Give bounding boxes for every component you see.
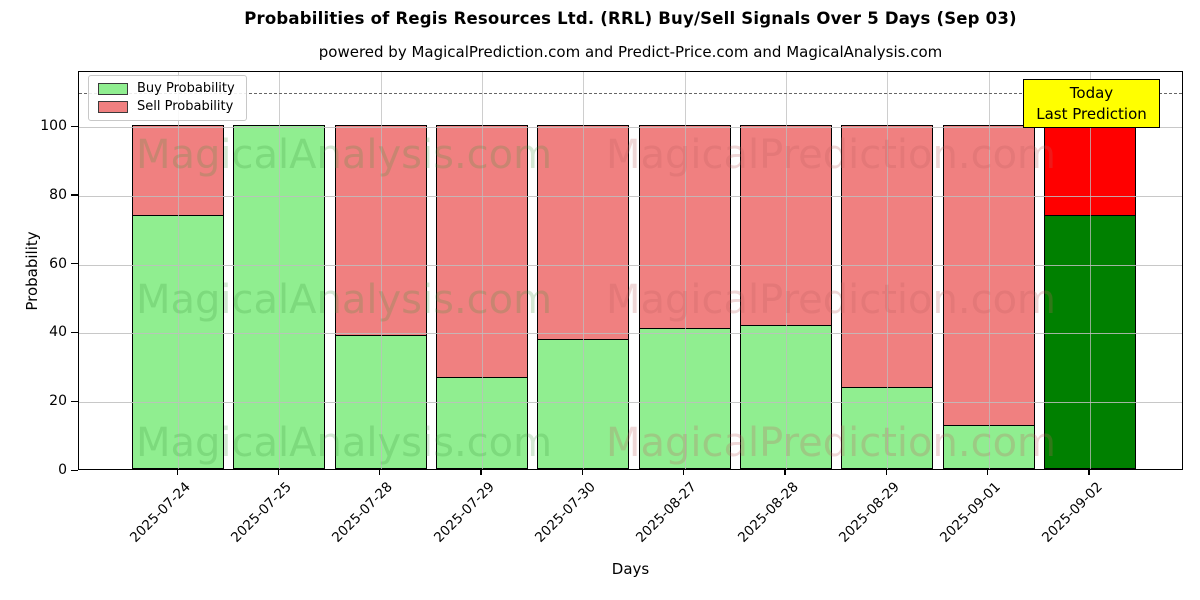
- y-tick-label: 100: [40, 118, 67, 135]
- x-tick-label: 2025-09-02: [1038, 479, 1106, 546]
- watermark-magicalanalysis: MagicalAnalysis.com: [136, 132, 553, 178]
- horizontal-gridline: [79, 195, 1182, 197]
- x-tick-label: 2025-07-25: [227, 479, 295, 546]
- vertical-gridline: [785, 72, 787, 469]
- grid-layer: [79, 72, 1182, 469]
- buy-bar-segment: [334, 334, 427, 469]
- threshold-dashed-line: [79, 92, 1182, 94]
- sell-bar-segment: [841, 125, 934, 388]
- horizontal-gridline: [79, 264, 1182, 266]
- buy-bar-segment: [537, 338, 630, 469]
- legend-entry: Sell Probability: [98, 100, 235, 113]
- x-tick-mark: [581, 470, 584, 475]
- legend-label: Buy Probability: [137, 81, 235, 96]
- x-tick-mark: [1088, 470, 1090, 475]
- today-buy-bar-segment: [1043, 214, 1136, 469]
- vertical-gridline: [988, 72, 990, 469]
- sell-bar-segment: [334, 125, 427, 337]
- y-tick-mark: [71, 194, 78, 196]
- buy-bar-segment: [942, 424, 1035, 469]
- buy-bar-segment: [841, 386, 934, 469]
- x-tick-mark: [480, 470, 482, 475]
- x-tick-mark: [683, 470, 685, 475]
- sell-bar-segment: [739, 125, 832, 327]
- vertical-gridline: [279, 72, 281, 469]
- watermark-magicalprediction: MagicalPrediction.com: [606, 132, 1056, 178]
- x-tick-label: 2025-09-01: [937, 479, 1004, 546]
- legend: Buy Probability Sell Probability: [88, 75, 247, 121]
- sell-bar-segment: [537, 125, 630, 340]
- y-axis-title: Probability: [23, 231, 41, 311]
- x-tick-label: 2025-08-29: [835, 479, 903, 546]
- sell-bar-segment: [435, 125, 528, 378]
- horizontal-gridline: [79, 333, 1182, 335]
- legend-swatch: [98, 100, 128, 113]
- x-tick-label: 2025-07-28: [329, 479, 396, 546]
- horizontal-gridline: [79, 127, 1182, 129]
- today-sell-bar-segment: [1043, 125, 1136, 216]
- annotation-line2: Last Prediction: [1036, 105, 1147, 123]
- x-tick-label: 2025-08-28: [734, 479, 802, 546]
- annotation-line1: Today: [1069, 84, 1114, 102]
- vertical-gridline: [583, 72, 585, 469]
- chart-title: Probabilities of Regis Resources Ltd. (R…: [244, 9, 1017, 28]
- y-tick-mark: [71, 125, 78, 127]
- vertical-gridline: [481, 72, 483, 469]
- legend-label: Sell Probability: [137, 99, 234, 114]
- x-tick-mark: [987, 470, 989, 475]
- x-tick-label: 2025-08-27: [633, 479, 700, 546]
- y-tick-label: 80: [49, 186, 67, 203]
- x-tick-mark: [784, 470, 786, 475]
- x-tick-label: 2025-07-30: [531, 479, 599, 546]
- sell-bar-segment: [942, 125, 1035, 426]
- vertical-gridline: [1089, 72, 1091, 469]
- sell-bar-segment: [638, 125, 731, 330]
- buy-bar-segment: [233, 125, 326, 469]
- buy-bar-segment: [132, 214, 224, 469]
- y-tick-mark: [71, 263, 78, 265]
- buy-bar-segment: [638, 327, 731, 469]
- x-tick-label: 2025-07-29: [430, 479, 498, 546]
- watermark-magicalprediction: MagicalPrediction.com: [606, 277, 1056, 323]
- buy-bar-segment: [435, 376, 528, 469]
- x-axis-title: Days: [611, 560, 650, 578]
- watermark-layer: MagicalAnalysis.com MagicalPrediction.com…: [79, 72, 1182, 469]
- horizontal-gridline: [79, 402, 1182, 404]
- y-tick-label: 60: [49, 255, 67, 272]
- today-annotation: Today Last Prediction: [1023, 79, 1160, 128]
- x-tick-mark: [379, 470, 381, 475]
- y-tick-label: 40: [49, 324, 67, 341]
- y-tick-label: 0: [58, 462, 67, 478]
- sell-bar-segment: [132, 125, 224, 216]
- x-tick-mark: [885, 470, 888, 475]
- x-tick-label: 2025-07-24: [126, 479, 194, 546]
- buy-bar-segment: [739, 324, 832, 469]
- watermark-magicalanalysis: MagicalAnalysis.com: [136, 420, 553, 466]
- x-tick-mark: [176, 470, 178, 475]
- watermark-magicalanalysis: MagicalAnalysis.com: [136, 277, 553, 323]
- vertical-gridline: [684, 72, 686, 469]
- y-tick-mark: [71, 331, 78, 334]
- bars-layer: [79, 72, 1182, 469]
- x-tick-mark: [277, 470, 280, 475]
- watermark-magicalprediction: MagicalPrediction.com: [606, 420, 1056, 466]
- legend-swatch: [98, 82, 128, 95]
- y-tick-label: 20: [49, 393, 67, 410]
- vertical-gridline: [887, 72, 889, 469]
- y-tick-mark: [71, 469, 78, 471]
- plot-area: MagicalAnalysis.com MagicalPrediction.com…: [78, 71, 1183, 470]
- vertical-gridline: [178, 72, 179, 469]
- y-tick-mark: [71, 400, 78, 402]
- legend-entry: Buy Probability: [98, 82, 235, 95]
- chart-subtitle: powered by MagicalPrediction.com and Pre…: [318, 43, 943, 61]
- vertical-gridline: [380, 72, 382, 469]
